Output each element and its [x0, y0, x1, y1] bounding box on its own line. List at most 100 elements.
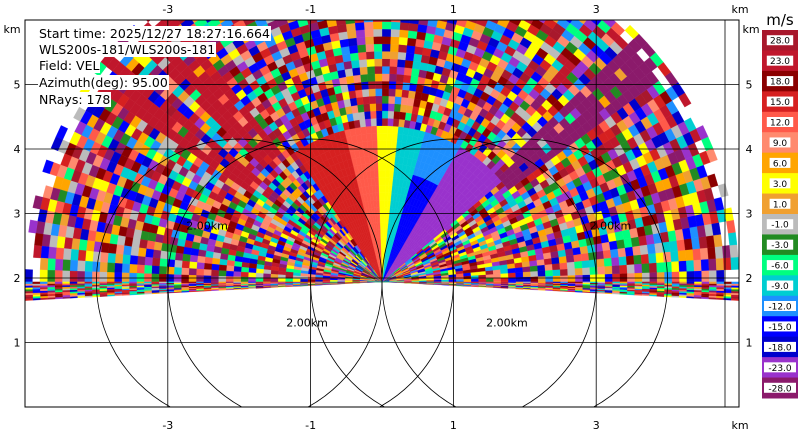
sector-cell	[604, 265, 613, 275]
sector-cell	[559, 268, 568, 276]
sector-cell	[188, 268, 197, 276]
sector-cell	[574, 267, 583, 276]
sector-cell	[370, 118, 377, 127]
sector-cell	[355, 29, 366, 38]
sector-cell	[376, 125, 383, 134]
sector-cell	[602, 249, 612, 259]
sector-cell	[398, 29, 409, 38]
sector-cell	[326, 20, 328, 21]
sector-cell	[405, 104, 414, 114]
sector-cell	[211, 263, 220, 271]
sector-cell	[174, 259, 183, 269]
sector-cell	[233, 271, 242, 278]
sector-cell	[203, 263, 213, 271]
sector-cell	[479, 9, 491, 19]
sector-cell	[633, 254, 642, 265]
sector-cell	[354, 20, 364, 24]
sector-cell	[278, 0, 290, 2]
sector-cell	[355, 96, 364, 106]
sector-cell	[359, 66, 368, 75]
sector-cell	[258, 0, 271, 10]
sector-cell	[226, 259, 235, 267]
sector-cell	[270, 273, 279, 279]
sector-cell	[62, 259, 71, 272]
sector-cell	[664, 286, 673, 289]
sector-cell	[664, 287, 673, 290]
sector-cell	[381, 177, 386, 186]
sector-cell	[410, 68, 420, 77]
sector-cell	[611, 265, 621, 274]
sector-cell	[270, 277, 279, 283]
sector-cell	[322, 279, 331, 283]
sector-cell	[386, 140, 393, 149]
sector-cell	[435, 20, 447, 30]
sector-cell	[569, 0, 583, 11]
sector-cell	[356, 36, 366, 46]
sector-cell	[544, 263, 553, 271]
sector-cell	[285, 278, 293, 283]
sector-cell	[342, 0, 353, 2]
sector-cell	[62, 284, 70, 288]
sector-cell	[114, 263, 123, 273]
sector-cell	[579, 5, 593, 18]
sector-cell	[393, 111, 401, 120]
sector-cell	[292, 278, 301, 283]
sector-cell	[491, 6, 503, 17]
sector-cell	[552, 4, 566, 16]
sector-cell	[717, 183, 729, 198]
sector-cell	[404, 112, 412, 121]
sector-cell	[70, 249, 79, 261]
sector-cell	[106, 287, 115, 290]
sector-cell	[437, 20, 448, 23]
sector-cell	[418, 20, 429, 26]
sector-cell	[381, 192, 386, 201]
sector-cell	[367, 73, 376, 82]
sector-cell	[39, 257, 49, 271]
sector-cell	[392, 118, 400, 127]
sector-cell	[619, 273, 628, 283]
sector-cell	[565, 4, 579, 17]
sector-cell	[716, 269, 725, 283]
sector-cell	[196, 268, 205, 276]
sector-cell	[25, 287, 33, 290]
sector-cell	[344, 68, 354, 77]
sector-cell	[199, 4, 213, 16]
sector-cell	[138, 239, 148, 249]
sector-cell	[122, 254, 131, 265]
sector-cell	[392, 125, 399, 135]
sector-cell	[381, 185, 386, 193]
sector-cell	[353, 0, 363, 8]
sector-cell	[381, 103, 389, 112]
sector-cell	[196, 255, 206, 264]
sector-cell	[376, 140, 383, 149]
sector-cell	[574, 260, 583, 269]
sector-cell	[537, 276, 546, 283]
sector-cell	[39, 269, 48, 283]
sector-cell	[122, 245, 132, 256]
sector-cell	[171, 5, 185, 18]
sector-cell	[671, 286, 680, 289]
sector-cell	[182, 253, 191, 262]
sector-cell	[345, 22, 356, 32]
sector-cell	[184, 239, 194, 249]
sector-cell	[151, 265, 160, 275]
sector-cell	[145, 248, 154, 258]
sector-cell	[686, 286, 695, 289]
sector-cell	[255, 272, 264, 278]
sector-cell	[307, 279, 316, 283]
sector-cell	[460, 3, 472, 13]
sector-cell	[137, 256, 146, 266]
sector-cell	[381, 229, 384, 238]
sector-cell	[400, 96, 409, 106]
sector-cell	[726, 219, 736, 234]
sector-cell	[648, 252, 657, 264]
sector-cell	[567, 274, 576, 283]
sector-cell	[522, 266, 531, 273]
sector-cell	[175, 245, 185, 255]
sector-cell	[714, 245, 724, 259]
sector-cell	[361, 88, 370, 98]
sector-cell	[573, 253, 582, 262]
sector-cell	[196, 262, 205, 270]
sector-cell	[128, 272, 137, 283]
sector-cell	[343, 60, 353, 70]
